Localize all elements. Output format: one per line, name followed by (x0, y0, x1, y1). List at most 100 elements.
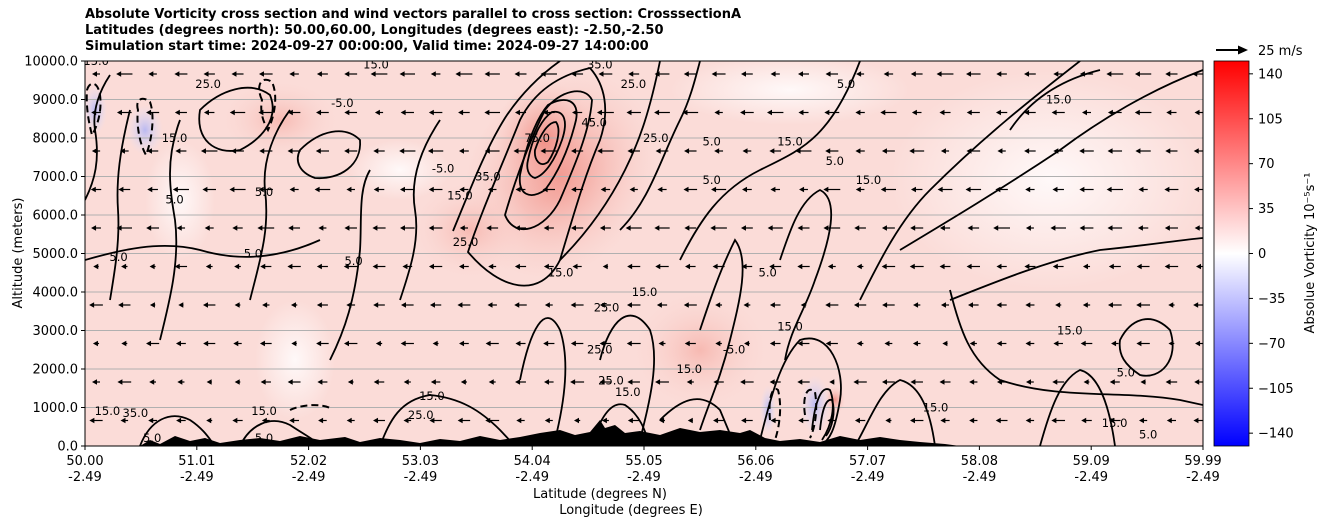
contour-line (198, 86, 274, 152)
contour-line (296, 130, 361, 179)
wind-vector-head (995, 186, 1001, 193)
contour-label: 5.0 (759, 266, 777, 280)
wind-vector-head (1166, 109, 1172, 116)
wind-vector-head (798, 456, 803, 462)
wind-vector-head (571, 225, 577, 231)
wind-vector-head (399, 71, 405, 77)
wind-vector-head (458, 456, 463, 462)
contour-label: 15.0 (677, 362, 703, 376)
wind-vector-head (116, 71, 122, 77)
wind-vector-head (287, 109, 293, 116)
wind-vector-head (258, 109, 264, 116)
wind-vector-head (514, 302, 520, 308)
wind-vector-head (856, 263, 862, 270)
grid-lines (85, 99, 1203, 408)
contour-label: 25.0 (594, 300, 620, 314)
contour-label: 5.0 (703, 173, 721, 187)
wind-vector-head (289, 417, 295, 424)
wind-vector-head (937, 186, 943, 193)
wind-vector-head (1053, 148, 1059, 154)
wind-vector-head (402, 263, 408, 270)
x-tick-label-lat: 56.06 (737, 454, 774, 469)
wind-vector-head (626, 340, 632, 347)
wind-vector-head (430, 379, 436, 385)
wind-vector-head (147, 186, 153, 193)
vorticity-field (85, 61, 1203, 446)
contour-labels: 75.045.035.035.025.025.025.015.05.05.015… (85, 61, 1157, 445)
contour-label: 5.0 (826, 154, 844, 168)
wind-vector-head (119, 148, 125, 154)
y-tick-label: 10000.0 (24, 55, 78, 70)
wind-vector-head (347, 379, 353, 385)
contour-label: 15.0 (1102, 416, 1128, 430)
wind-vector-head (515, 340, 521, 347)
contour-line (899, 69, 1203, 251)
wind-vector-head (967, 302, 973, 308)
wind-vector-head (571, 186, 577, 193)
contour-label: 25.0 (195, 77, 221, 91)
x-tick-label-lat: 53.03 (402, 454, 439, 469)
wind-vector-head (91, 109, 97, 116)
wind-vector-head (287, 148, 293, 154)
wind-vector-head (206, 379, 212, 385)
wind-vector-head (175, 148, 181, 154)
wind-vector-head (798, 417, 804, 424)
wind-vector-head (288, 225, 294, 231)
contour-label: 5.0 (143, 431, 161, 445)
wind-vector-head (571, 456, 576, 462)
wind-vector-head (89, 302, 95, 308)
wind-vector-head (1165, 379, 1171, 385)
wind-vector-head (602, 263, 608, 270)
wind-vector-head (571, 148, 577, 154)
wind-vector-head (287, 379, 293, 385)
wind-vector-head (373, 186, 379, 193)
contour-label: 45.0 (581, 115, 607, 129)
contour-label: 5.0 (255, 431, 273, 445)
wind-vector-head (400, 109, 406, 116)
wind-vector-head (343, 263, 349, 270)
wind-vector-head (287, 263, 293, 270)
wind-vector-head (827, 263, 833, 270)
contour-label: 15.0 (447, 189, 473, 203)
wind-vector-head (375, 456, 380, 462)
wind-vector-head (853, 379, 859, 385)
wind-vector-head (856, 71, 862, 77)
wind-vector-head (514, 263, 520, 270)
contour-label: 5.0 (703, 135, 721, 149)
wind-vector-head (234, 379, 240, 385)
wind-vector-head (797, 263, 803, 270)
wind-vector-head (854, 417, 860, 424)
contour-line (599, 314, 656, 441)
wind-vector-head (741, 71, 747, 77)
wind-vector-head (770, 417, 776, 424)
wind-vector-head (146, 456, 151, 462)
wind-vector-head (714, 109, 720, 116)
wind-vector-head (346, 186, 352, 193)
wind-vector-head (1139, 417, 1145, 424)
contour-label: 5.0 (244, 246, 262, 260)
wind-vector-head (118, 302, 124, 308)
wind-vector-head (881, 148, 887, 154)
wind-vector-head (1051, 417, 1057, 424)
wind-vector-head (93, 263, 99, 270)
colorbar: 140 105 70 35 0 −35 −70 −105 −140 Absolue Vortic… (1213, 60, 1318, 447)
wind-vector-head (457, 302, 463, 308)
wind-vector-head (544, 417, 550, 424)
contour-line (854, 379, 936, 446)
wind-vector-head (825, 340, 831, 347)
field-upper-south (220, 80, 340, 160)
wind-vector-head (258, 186, 264, 193)
wind-vector-head (1195, 340, 1201, 347)
wind-vector-head (1109, 379, 1115, 385)
wind-vector-head (176, 225, 182, 231)
wind-vector-head (1025, 186, 1031, 193)
x-tick-label-lat: 59.09 (1073, 454, 1110, 469)
wind-vector-head (543, 263, 549, 270)
wind-vector-head (1081, 109, 1087, 116)
wind-vector-head (626, 302, 632, 308)
wind-vector-head (966, 71, 972, 77)
wind-vector-head (596, 109, 602, 116)
wind-vector-head (428, 109, 434, 116)
contour-label: 25.0 (598, 373, 624, 387)
wind-vector-head (1134, 71, 1140, 77)
